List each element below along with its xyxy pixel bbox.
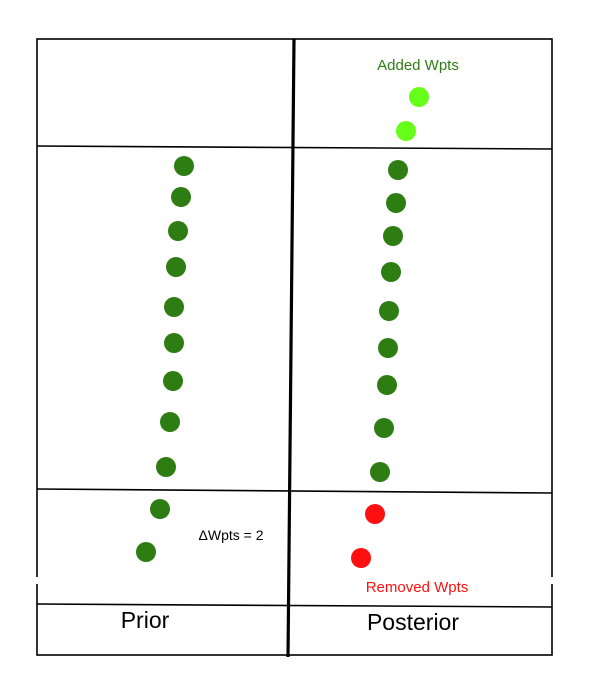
posterior-waypoint bbox=[386, 193, 406, 213]
posterior-waypoint bbox=[383, 226, 403, 246]
posterior-waypoint bbox=[388, 160, 408, 180]
prior-waypoint bbox=[156, 457, 176, 477]
removed-waypoint bbox=[365, 504, 385, 524]
prior-waypoint bbox=[174, 156, 194, 176]
posterior-waypoint bbox=[381, 262, 401, 282]
prior-waypoint bbox=[150, 499, 170, 519]
posterior-added-waypoints bbox=[396, 87, 429, 141]
posterior-waypoint bbox=[379, 301, 399, 321]
posterior-kept-waypoints bbox=[370, 160, 408, 482]
posterior-removed-waypoints bbox=[351, 504, 385, 568]
removed-waypoint bbox=[351, 548, 371, 568]
center-separator bbox=[286, 38, 296, 658]
posterior-waypoint bbox=[378, 338, 398, 358]
posterior-waypoint bbox=[370, 462, 390, 482]
prior-waypoint bbox=[166, 257, 186, 277]
added-waypoint bbox=[409, 87, 429, 107]
diagram-frame bbox=[36, 38, 553, 656]
divider-middle bbox=[36, 488, 553, 494]
posterior-waypoint bbox=[374, 418, 394, 438]
added-waypoint bbox=[396, 121, 416, 141]
frame-gap-left bbox=[33, 577, 42, 584]
delta-waypoints-label: ΔWpts = 2 bbox=[199, 527, 264, 543]
prior-waypoint bbox=[168, 221, 188, 241]
prior-waypoint bbox=[136, 542, 156, 562]
posterior-column-label: Posterior bbox=[367, 609, 459, 635]
prior-waypoint bbox=[164, 297, 184, 317]
posterior-waypoint bbox=[377, 375, 397, 395]
prior-column-label: Prior bbox=[121, 607, 170, 633]
removed-waypoints-label: Removed Wpts bbox=[366, 579, 469, 596]
added-waypoints-label: Added Wpts bbox=[377, 57, 459, 74]
prior-waypoints bbox=[136, 156, 194, 562]
divider-bottom bbox=[36, 603, 553, 608]
prior-waypoint bbox=[164, 333, 184, 353]
prior-waypoint bbox=[160, 412, 180, 432]
frame-gap-right bbox=[547, 577, 556, 584]
prior-waypoint bbox=[163, 371, 183, 391]
prior-waypoint bbox=[171, 187, 191, 207]
